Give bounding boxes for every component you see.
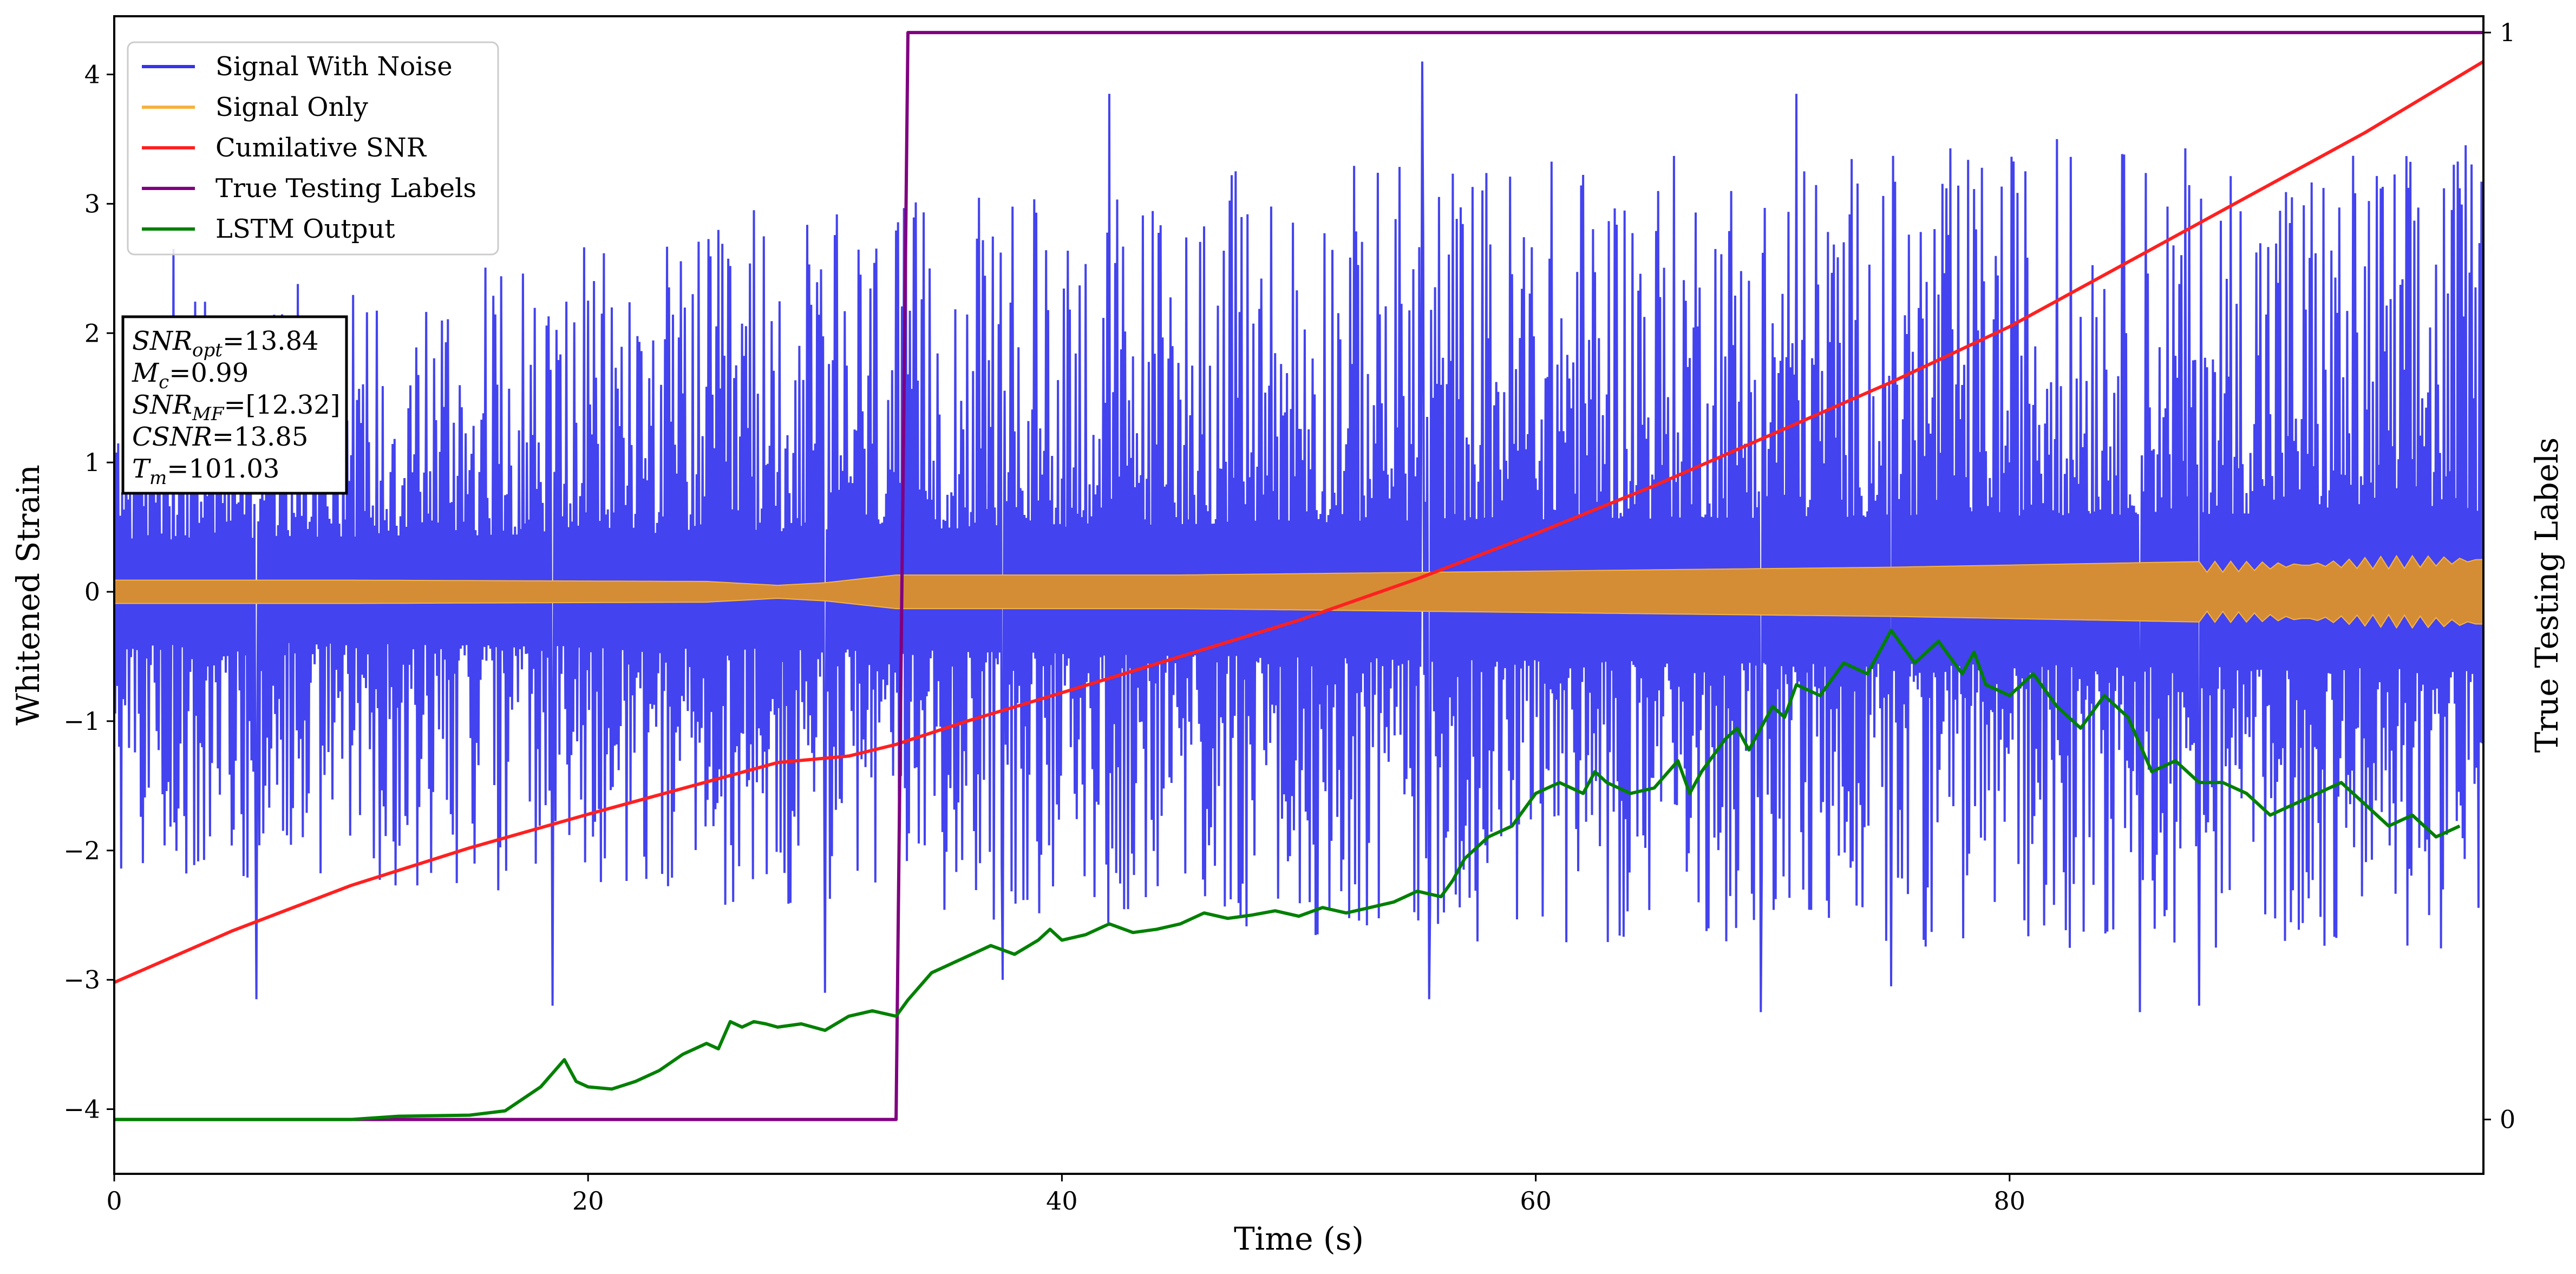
- info-box: SNRopt=13.84Mc=0.99SNRMF=[12.32]CSNR=13.…: [121, 315, 348, 495]
- series-cumilative-snr-line: [114, 60, 2483, 984]
- legend-label: True Testing Labels: [215, 173, 476, 204]
- x-tick-label: 80: [1994, 1186, 2026, 1216]
- series-true-testing-labels: [114, 31, 2483, 1121]
- info-line: SNRopt=13.84: [132, 326, 319, 361]
- legend-entry-true-testing-labels: True Testing Labels: [142, 173, 476, 204]
- legend-entry-signal-only: Signal Only: [142, 92, 368, 122]
- y-tick-label: −3: [63, 965, 100, 995]
- x-axis-label: Time (s): [1234, 1220, 1364, 1257]
- series-signal-only-band: [114, 554, 2483, 629]
- x-tick-label: 0: [106, 1186, 122, 1216]
- series-lstm-output: [114, 629, 2461, 1121]
- legend-entry-lstm-output: LSTM Output: [142, 214, 395, 244]
- series-signal-with-noise-line: [114, 61, 2483, 1012]
- y2-tick-label: 0: [2500, 1105, 2515, 1134]
- y2-tick-label: 1: [2500, 18, 2515, 47]
- plot-area: [114, 31, 2483, 1121]
- x-tick-label: 20: [572, 1186, 604, 1216]
- info-line: CSNR=13.85: [132, 422, 308, 452]
- x-tick-label: 40: [1046, 1186, 1078, 1216]
- y-tick-label: 0: [84, 577, 100, 606]
- legend-label: Signal With Noise: [215, 51, 453, 82]
- legend-label: LSTM Output: [215, 214, 395, 244]
- series-cumilative-snr: [114, 60, 2483, 984]
- series-signal-with-noise: [114, 61, 2483, 1012]
- legend-label: Cumilative SNR: [215, 133, 427, 163]
- plot-frame: [113, 15, 2485, 1175]
- y-tick-label: 4: [84, 60, 100, 89]
- x-tick-label: 60: [1520, 1186, 1552, 1216]
- legend-entry-signal-with-noise: Signal With Noise: [142, 51, 453, 82]
- info-line: Mc=0.99: [132, 358, 249, 393]
- legend: Signal With Noise Signal Only Cumilative S…: [127, 41, 499, 256]
- legend-frame: [127, 41, 499, 256]
- series-true-testing-labels-line: [114, 31, 2483, 1121]
- y-tick-label: −2: [63, 836, 100, 865]
- y-tick-label: 2: [84, 318, 100, 348]
- y-tick-label: 3: [84, 189, 100, 218]
- y-tick-label: −4: [63, 1095, 100, 1124]
- legend-label: Signal Only: [215, 92, 368, 122]
- info-line: Tm=101.03: [132, 454, 279, 489]
- y2-axis-label: True Testing Labels: [2528, 437, 2565, 753]
- y-axis-label: Whitened Strain: [10, 465, 47, 726]
- series-signal-only: [114, 554, 2483, 629]
- legend-entry-cumilative-snr: Cumilative SNR: [142, 133, 427, 163]
- info-line: SNRMF=[12.32]: [132, 390, 341, 425]
- y-tick-label: −1: [63, 707, 100, 736]
- info-lines: SNRopt=13.84Mc=0.99SNRMF=[12.32]CSNR=13.…: [132, 326, 341, 489]
- info-box-frame: [121, 315, 348, 495]
- legend-entries: Signal With Noise Signal Only Cumilative S…: [142, 51, 476, 244]
- series-lstm-output-line: [114, 629, 2461, 1121]
- y-tick-label: 1: [84, 448, 100, 477]
